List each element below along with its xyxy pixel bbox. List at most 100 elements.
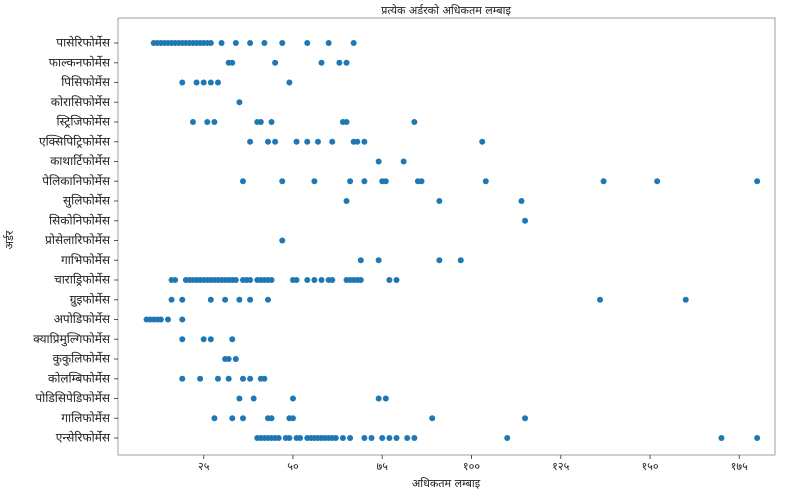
point xyxy=(232,40,239,46)
point xyxy=(229,59,236,66)
point xyxy=(350,40,357,46)
point xyxy=(200,79,207,86)
point xyxy=(329,138,336,145)
point xyxy=(225,375,232,382)
point xyxy=(236,99,243,106)
y-tick-label: ग्रुइफोर्मेस xyxy=(70,292,111,307)
point xyxy=(429,415,436,422)
y-tick-label: एक्सिपिट्रिफोर्मेस xyxy=(39,134,111,148)
point xyxy=(275,435,282,441)
x-tick-label: १५० xyxy=(641,460,658,473)
point xyxy=(279,178,286,185)
point xyxy=(247,277,254,283)
point xyxy=(261,40,268,46)
point xyxy=(264,138,271,145)
point xyxy=(361,435,368,441)
y-tick-label: फाल्कनफोर्मेस xyxy=(49,55,111,69)
x-axis-label: अधिकतम लम्बाइ xyxy=(412,477,481,490)
point xyxy=(207,296,214,303)
point xyxy=(286,79,293,86)
point xyxy=(347,178,354,185)
point xyxy=(179,316,186,323)
x-tick-label: ५० xyxy=(287,460,299,473)
y-tick-label: प्रोसेलारिफोर्मेस xyxy=(45,233,111,247)
point xyxy=(293,138,300,145)
point xyxy=(211,119,218,125)
y-tick-label: पोडिसिपेडिफोर्मेस xyxy=(35,391,111,405)
point xyxy=(482,178,489,185)
point xyxy=(314,138,321,145)
point xyxy=(436,198,443,204)
point xyxy=(272,59,279,66)
point xyxy=(264,296,271,303)
point xyxy=(172,277,179,283)
point xyxy=(247,296,254,303)
point xyxy=(268,277,275,283)
point xyxy=(375,395,382,402)
point xyxy=(200,336,207,343)
point xyxy=(222,296,229,303)
y-tick-label: एन्सेरिफोर्मेस xyxy=(56,431,111,445)
point xyxy=(457,257,464,264)
point xyxy=(393,435,400,441)
point xyxy=(343,198,350,204)
point xyxy=(411,119,418,125)
y-tick-label: स्ट्रिजिफोर्मेस xyxy=(57,115,111,129)
y-tick-label: कोलम्बिफोर्मेस xyxy=(48,371,111,385)
point xyxy=(239,178,246,185)
point xyxy=(293,277,300,283)
point xyxy=(250,395,257,402)
point xyxy=(361,138,368,145)
point xyxy=(157,316,164,323)
point xyxy=(318,59,325,66)
point xyxy=(304,138,311,145)
point xyxy=(232,356,239,362)
y-tick-label: कोरासिफोर्मेस xyxy=(51,95,111,109)
point xyxy=(229,415,236,422)
point xyxy=(197,375,204,382)
point xyxy=(325,40,332,46)
y-tick-label: सिकोनिफोर्मेस xyxy=(49,213,111,227)
point xyxy=(268,119,275,125)
point xyxy=(193,79,200,86)
point xyxy=(232,277,239,283)
point xyxy=(286,435,293,441)
point xyxy=(247,138,254,145)
point xyxy=(336,59,343,66)
point xyxy=(386,435,393,441)
point xyxy=(279,237,286,244)
point xyxy=(382,178,389,185)
point xyxy=(179,296,186,303)
point xyxy=(400,158,407,165)
point xyxy=(382,395,389,402)
point xyxy=(404,435,411,441)
y-tick-label: पिसिफोर्मेस xyxy=(61,75,111,89)
point xyxy=(368,435,375,441)
point xyxy=(411,435,418,441)
point xyxy=(682,296,689,303)
point xyxy=(214,79,221,86)
point xyxy=(236,296,243,303)
y-tick-label: पासेरिफोर्मेस xyxy=(56,36,111,50)
point xyxy=(379,435,386,441)
point xyxy=(304,40,311,46)
y-tick-label: पेलिकानिफोर्मेस xyxy=(42,174,111,188)
x-tick-label: १०० xyxy=(463,460,480,473)
point xyxy=(522,415,529,422)
point xyxy=(211,415,218,422)
point xyxy=(225,356,232,362)
point xyxy=(375,257,382,264)
point xyxy=(207,336,214,343)
y-tick-label: काथार्टिफोर्मेस xyxy=(50,154,111,168)
point xyxy=(229,336,236,343)
point xyxy=(297,435,304,441)
point xyxy=(600,178,607,185)
point xyxy=(436,257,443,264)
point xyxy=(718,435,725,441)
x-tick-label: ७५ xyxy=(377,460,389,473)
plot-frame xyxy=(117,17,776,456)
point xyxy=(418,178,425,185)
point xyxy=(207,79,214,86)
y-axis-label: अर्डर xyxy=(3,230,16,249)
point xyxy=(279,40,286,46)
